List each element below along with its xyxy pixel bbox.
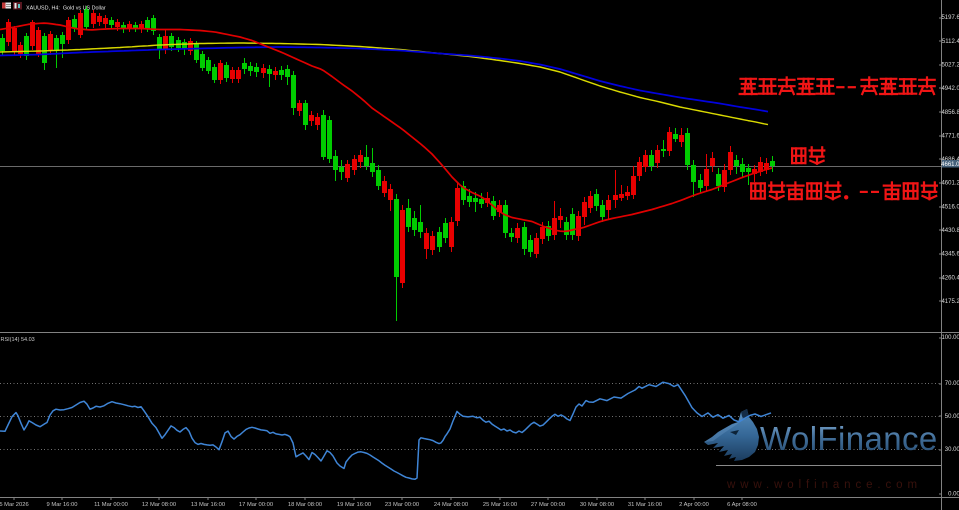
svg-text:4175.2: 4175.2	[941, 299, 959, 305]
svg-text:WolFinance: WolFinance	[760, 420, 938, 457]
svg-text:XAUUSD, H4: Gold vs US Dollar: XAUUSD, H4: Gold vs US Dollar	[26, 5, 106, 11]
svg-text:6 Apr 08:00: 6 Apr 08:00	[727, 502, 757, 508]
svg-text:19 Mar 16:00: 19 Mar 16:00	[337, 502, 371, 508]
svg-text:4771.6: 4771.6	[941, 133, 959, 139]
svg-text:23 Mar 00:00: 23 Mar 00:00	[385, 502, 419, 508]
svg-text:RSI(14) 54.03: RSI(14) 54.03	[1, 337, 35, 343]
svg-text:0.00: 0.00	[948, 492, 959, 498]
svg-text:17 Mar 00:00: 17 Mar 00:00	[239, 502, 273, 508]
svg-text:5197.6: 5197.6	[941, 15, 959, 21]
svg-text:31 Mar 16:00: 31 Mar 16:00	[628, 502, 662, 508]
svg-text:30.00: 30.00	[945, 447, 959, 453]
svg-text:50.00: 50.00	[945, 414, 959, 420]
svg-text:24 Mar 08:00: 24 Mar 08:00	[434, 502, 468, 508]
svg-text:4516.0: 4516.0	[941, 204, 959, 210]
svg-text:4601.2: 4601.2	[941, 181, 959, 187]
svg-text:4942.0: 4942.0	[941, 86, 959, 92]
svg-text:4661.0: 4661.0	[941, 162, 959, 168]
svg-text:13 Mar 16:00: 13 Mar 16:00	[191, 502, 225, 508]
svg-text:www.wolfinance.com: www.wolfinance.com	[726, 479, 922, 491]
svg-text:4260.4: 4260.4	[941, 275, 959, 281]
svg-text:18 Mar 08:00: 18 Mar 08:00	[288, 502, 322, 508]
svg-text:5 Mar 2026: 5 Mar 2026	[0, 502, 29, 508]
svg-text:12 Mar 08:00: 12 Mar 08:00	[142, 502, 176, 508]
svg-text:9 Mar 16:00: 9 Mar 16:00	[47, 502, 78, 508]
svg-text:5112.4: 5112.4	[942, 39, 959, 45]
svg-text:4856.8: 4856.8	[941, 110, 959, 116]
svg-text:25 Mar 16:00: 25 Mar 16:00	[483, 502, 517, 508]
svg-text:4430.8: 4430.8	[941, 228, 959, 234]
svg-text:11 Mar 00:00: 11 Mar 00:00	[94, 502, 128, 508]
svg-text:30 Mar 08:00: 30 Mar 08:00	[580, 502, 614, 508]
svg-text:100.00: 100.00	[941, 335, 959, 341]
svg-text:4345.6: 4345.6	[941, 252, 959, 258]
svg-text:2 Apr 00:00: 2 Apr 00:00	[679, 502, 709, 508]
svg-text:70.00: 70.00	[945, 381, 959, 387]
svg-text:5027.2: 5027.2	[941, 63, 959, 69]
svg-text:27 Mar 00:00: 27 Mar 00:00	[531, 502, 565, 508]
